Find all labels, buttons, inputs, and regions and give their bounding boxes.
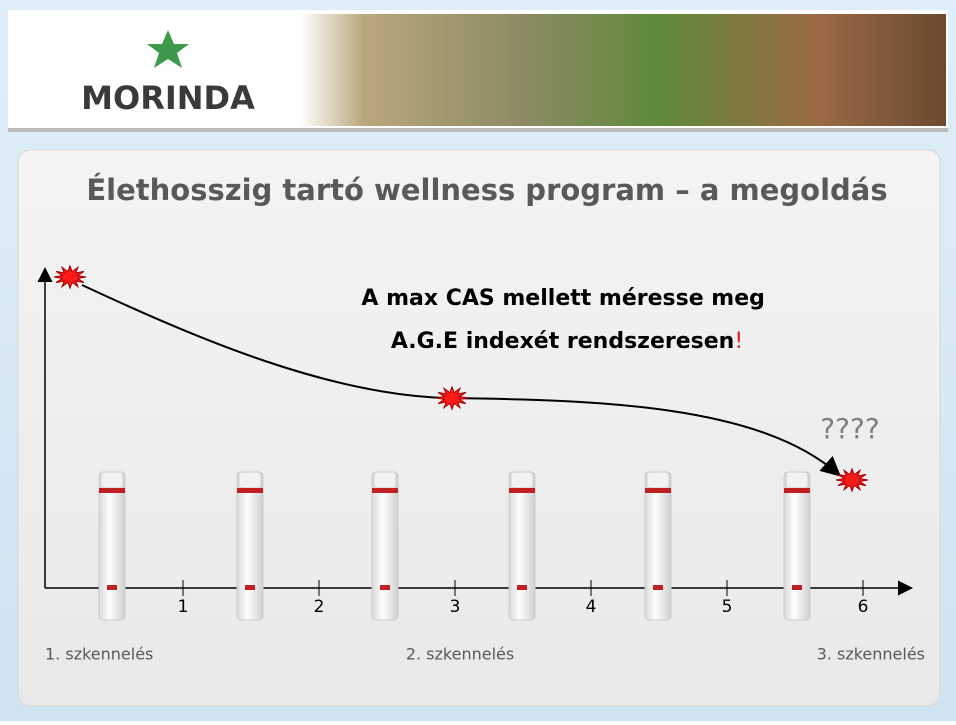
tick-label: 6 — [858, 597, 869, 617]
bottle-cap — [239, 472, 261, 488]
slide-title: Élethosszig tartó wellness program – a m… — [86, 173, 887, 207]
bottle-cap — [101, 472, 123, 488]
exclamation: ! — [734, 329, 743, 354]
bottle-cap — [786, 472, 808, 488]
content-panel — [18, 150, 940, 706]
bottle — [372, 472, 398, 620]
bottle-logo — [517, 585, 527, 590]
bottle — [237, 472, 263, 620]
bottle-logo — [107, 585, 117, 590]
tick-label: 5 — [722, 597, 733, 617]
divider — [8, 128, 948, 132]
slide: MORINDA Élethosszig tartó wellness progr… — [0, 0, 956, 721]
bottle — [784, 472, 810, 620]
tick-label: 3 — [450, 597, 461, 617]
banner-image — [300, 14, 946, 126]
bottle-band — [372, 488, 398, 493]
scan-label: 1. szkennelés — [45, 645, 153, 664]
scan-label: 2. szkennelés — [406, 645, 514, 664]
callout-line: A.G.E indexét rendszeresen — [391, 329, 735, 354]
bottle — [645, 472, 671, 620]
callout-line: A max CAS mellett méresse meg — [361, 286, 765, 311]
bottle-cap — [511, 472, 533, 488]
tick-label: 1 — [178, 597, 189, 617]
question-marks: ???? — [820, 412, 879, 445]
tick-label: 4 — [586, 597, 597, 617]
bottle-band — [509, 488, 535, 493]
scan-label: 3. szkennelés — [817, 645, 925, 664]
logo: MORINDA — [81, 79, 255, 117]
bottle-band — [99, 488, 125, 493]
bottle-logo — [380, 585, 390, 590]
bottle-band — [237, 488, 263, 493]
tick-label: 2 — [314, 597, 325, 617]
bottle-logo — [792, 585, 802, 590]
bottle-logo — [245, 585, 255, 590]
bottle-logo — [653, 585, 663, 590]
bottle — [99, 472, 125, 620]
bottle-cap — [374, 472, 396, 488]
bottle-band — [784, 488, 810, 493]
bottle-cap — [647, 472, 669, 488]
bottle-band — [645, 488, 671, 493]
bottle — [509, 472, 535, 620]
